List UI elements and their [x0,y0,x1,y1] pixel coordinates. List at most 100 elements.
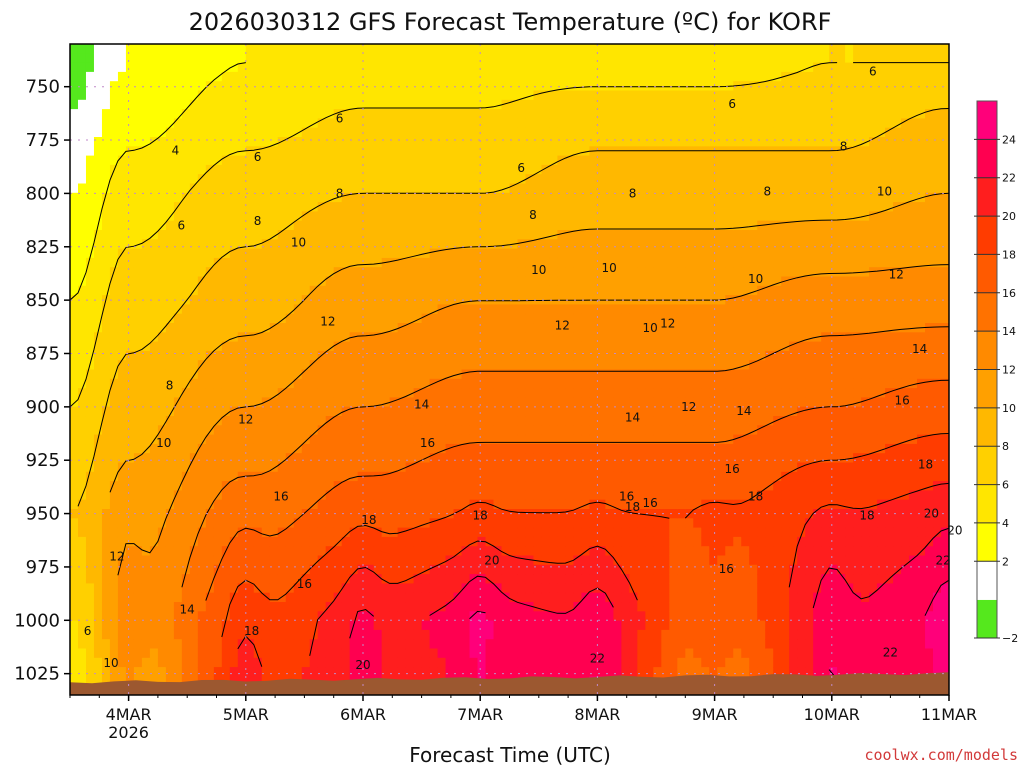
temperature-cell [533,629,543,640]
temperature-cell [197,453,207,464]
temperature-cell [533,285,543,296]
temperature-cell [165,285,175,296]
temperature-cell [245,574,255,584]
temperature-cell [565,536,575,547]
temperature-cell [357,62,367,73]
temperature-cell [477,137,487,147]
temperature-cell [117,490,127,501]
temperature-cell [637,118,646,129]
temperature-cell [205,109,215,119]
temperature-cell [70,462,79,473]
temperature-cell [549,304,559,315]
temperature-cell [85,555,95,566]
temperature-cell [149,676,159,687]
temperature-cell [325,276,335,287]
temperature-cell [341,192,351,203]
temperature-cell [613,323,622,333]
temperature-cell [413,239,423,250]
temperature-cell [333,220,343,231]
temperature-cell [101,574,111,584]
temperature-cell [293,648,303,659]
temperature-cell [309,109,319,119]
temperature-cell [413,369,423,380]
temperature-cell [613,90,622,101]
temperature-cell [373,146,383,157]
temperature-cell [93,453,103,464]
temperature-cell [365,137,375,147]
temperature-cell [389,434,399,445]
temperature-cell [349,546,359,557]
temperature-cell [397,527,407,538]
temperature-cell [85,239,95,250]
temperature-cell [469,118,479,129]
temperature-cell [205,602,215,612]
temperature-cell [141,332,151,343]
temperature-cell [421,276,431,287]
temperature-cell [429,499,439,510]
temperature-cell [173,164,183,175]
temperature-cell [245,118,255,129]
temperature-cell [597,304,606,315]
temperature-cell [261,639,271,650]
temperature-cell [189,416,199,426]
temperature-cell [229,285,239,296]
temperature-cell [389,44,399,54]
temperature-cell [413,62,423,73]
temperature-cell [581,592,591,603]
temperature-cell [341,155,351,166]
temperature-cell [421,574,431,584]
temperature-cell [485,350,495,361]
temperature-cell [85,490,95,501]
temperature-cell [413,574,423,584]
temperature-cell [493,462,503,473]
temperature-cell [285,174,295,185]
temperature-cell [213,239,223,250]
temperature-cell [77,360,87,371]
temperature-cell [261,99,271,110]
temperature-cell [309,62,319,73]
temperature-cell [429,518,439,529]
temperature-cell [429,564,439,575]
temperature-cell [309,164,319,175]
temperature-cell [589,425,598,436]
temperature-cell [485,657,495,668]
temperature-cell [373,481,383,491]
temperature-cell [509,378,519,389]
temperature-cell [277,648,287,659]
temperature-cell [421,304,431,315]
temperature-cell [109,350,119,361]
temperature-cell [117,360,127,371]
temperature-cell [341,81,351,92]
temperature-cell [349,341,359,352]
temperature-cell [453,146,463,157]
temperature-cell [85,202,95,212]
temperature-cell [93,639,103,650]
temperature-cell [229,639,239,650]
temperature-cell [453,155,463,166]
temperature-cell [429,406,439,417]
temperature-cell [101,462,111,473]
temperature-cell [341,211,351,222]
temperature-cell [205,248,215,259]
temperature-cell [109,676,119,687]
temperature-cell [565,285,575,296]
temperature-cell [549,267,559,278]
temperature-cell [70,527,79,538]
temperature-cell [397,71,407,82]
temperature-cell [381,276,391,287]
temperature-cell [437,295,447,305]
temperature-cell [477,648,487,659]
temperature-cell [133,546,143,557]
temperature-cell [597,53,606,64]
temperature-cell [253,667,263,677]
temperature-cell [565,109,575,119]
temperature-cell [581,481,591,491]
temperature-cell [149,285,159,296]
temperature-cell [365,341,375,352]
temperature-cell [485,397,495,408]
temperature-cell [501,285,511,296]
temperature-cell [477,416,487,426]
temperature-cell [637,202,646,212]
temperature-cell [589,629,598,640]
temperature-cell [549,648,559,659]
